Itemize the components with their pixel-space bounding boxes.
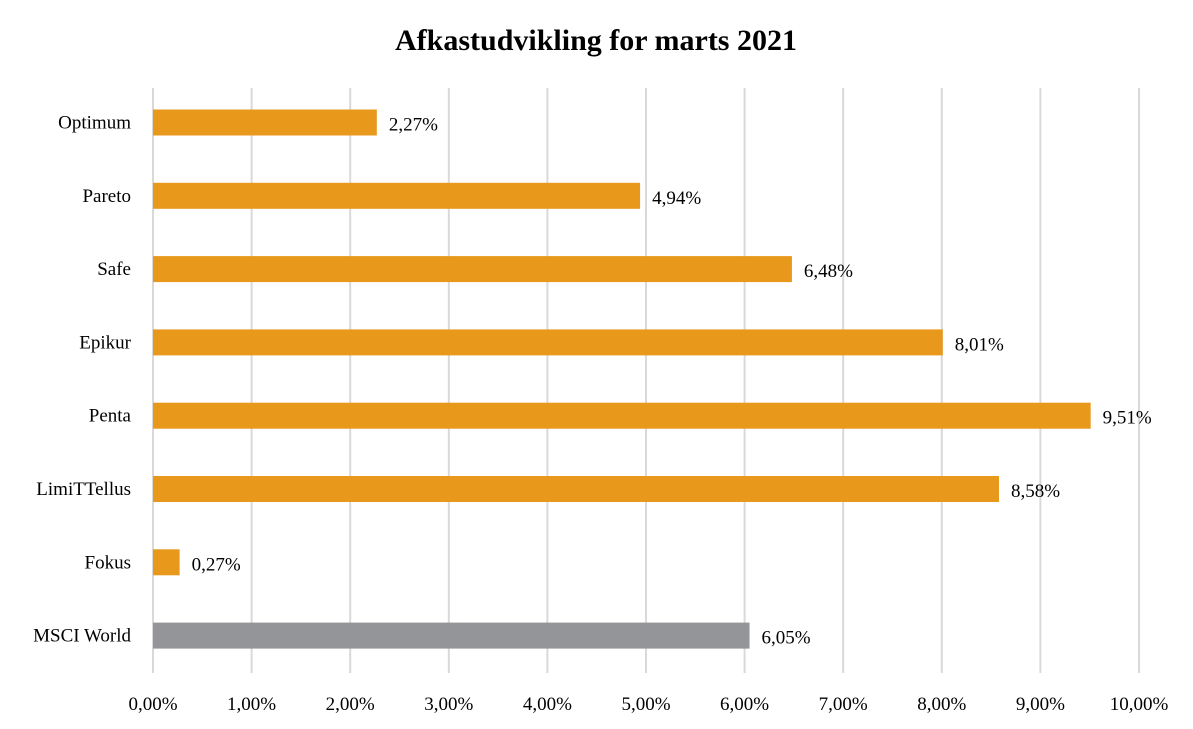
bar-penta (153, 402, 1091, 429)
x-tick-label: 6,00% (720, 694, 769, 715)
category-label: Optimum (58, 113, 131, 134)
x-tick-label: 9,00% (1016, 694, 1065, 715)
x-tick-label: 0,00% (128, 694, 177, 715)
x-tick-label: 1,00% (227, 694, 276, 715)
bar-safe (153, 256, 792, 283)
category-label: Pareto (82, 186, 131, 207)
bars (153, 109, 1091, 649)
data-label: 6,48% (804, 261, 853, 282)
data-label: 0,27% (192, 554, 241, 575)
data-label: 4,94% (652, 188, 701, 209)
bar-msci-world (153, 622, 750, 649)
x-tick-label: 10,00% (1110, 694, 1169, 715)
data-label: 6,05% (762, 628, 811, 649)
x-tick-label: 8,00% (917, 694, 966, 715)
bar-epikur (153, 329, 943, 356)
data-label: 9,51% (1103, 408, 1152, 429)
data-label: 8,01% (955, 334, 1004, 355)
x-tick-label: 5,00% (621, 694, 670, 715)
x-tick-label: 2,00% (326, 694, 375, 715)
data-label: 2,27% (389, 115, 438, 136)
data-labels: 2,27% 4,94% 6,48% 8,01% 9,51% 8,58% 0,27% 6,05% (192, 115, 1152, 649)
category-label: Epikur (79, 332, 131, 353)
bar-optimum (153, 109, 377, 136)
bar-fokus (153, 549, 180, 576)
category-label: LimiTTellus (36, 479, 131, 500)
x-tick-label: 3,00% (424, 694, 473, 715)
category-label: Safe (97, 259, 131, 280)
chart-title: Afkastudvikling for marts 2021 (395, 24, 797, 57)
bar-pareto (153, 182, 641, 209)
x-tick-label: 7,00% (819, 694, 868, 715)
category-labels: Optimum Pareto Safe Epikur Penta LimiTTellus F… (33, 113, 132, 647)
category-label: MSCI World (33, 626, 131, 647)
gridlines (152, 88, 1140, 673)
x-tick-labels: 0,00% 1,00% 2,00% 3,00% 4,00% 5,00% 6,00% 7,00%… (128, 694, 1168, 715)
category-label: Fokus (85, 552, 131, 573)
bar-limittellus (153, 476, 999, 502)
category-label: Penta (89, 406, 132, 427)
x-tick-label: 4,00% (523, 694, 572, 715)
data-label: 8,58% (1011, 481, 1060, 502)
